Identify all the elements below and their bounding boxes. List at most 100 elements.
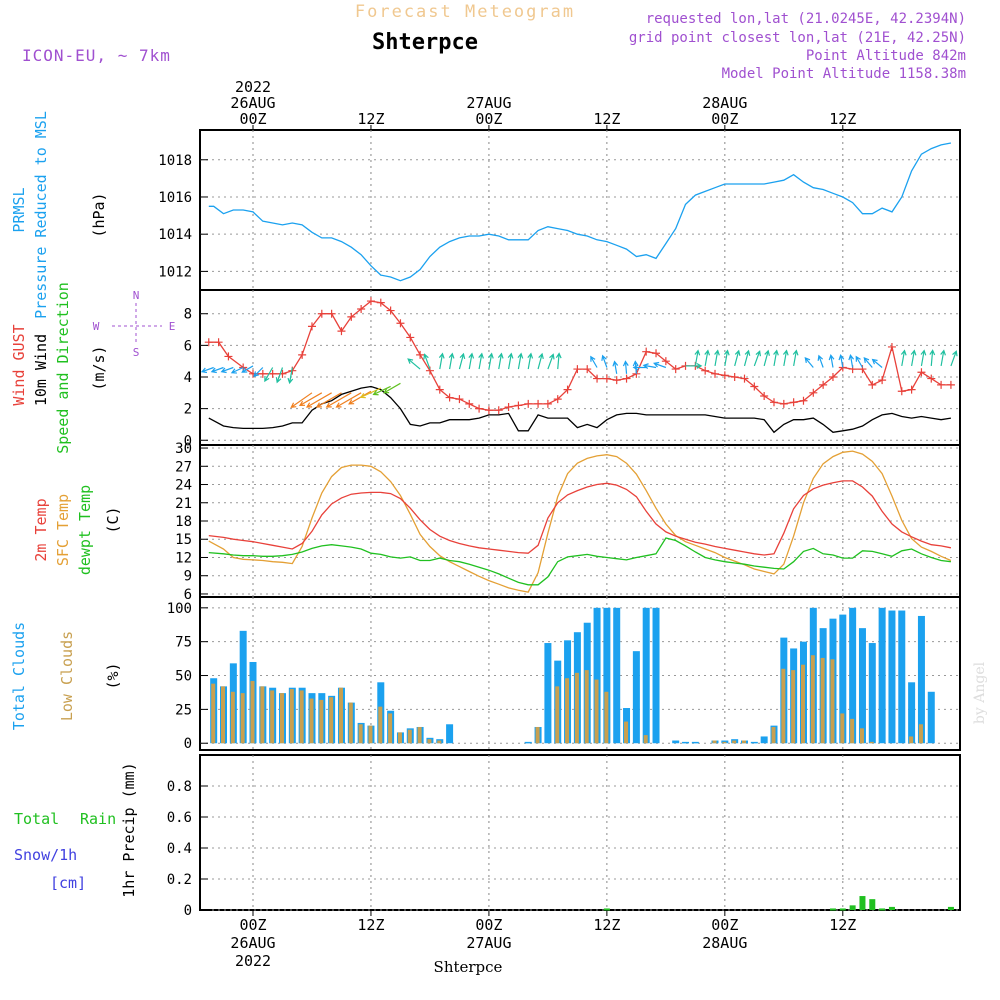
low-cloud-bar	[378, 706, 383, 744]
wind-direction-arrow	[828, 354, 835, 368]
wind-direction-arrow	[763, 349, 770, 367]
low-cloud-bar	[358, 724, 363, 744]
wind-gust-marker	[819, 380, 828, 389]
total-clouds-label: Total Clouds	[10, 622, 28, 730]
wind-direction-arrow	[407, 358, 421, 370]
wind-direction-arrow	[315, 392, 342, 408]
rain-bar	[849, 905, 856, 910]
wind-gust-marker	[475, 404, 484, 413]
wind-gust-marker	[937, 380, 946, 389]
compass-s: S	[133, 346, 140, 359]
rain-bar	[947, 906, 954, 910]
wind-direction-arrow	[383, 382, 401, 394]
low-cloud-bar	[830, 659, 835, 744]
y-tick-label: 15	[175, 532, 192, 548]
y-tick-label: 0	[184, 433, 192, 449]
low-cloud-bar	[565, 678, 570, 744]
x-tick-label: 27AUG	[466, 934, 511, 952]
wind-unit: (m/s)	[90, 345, 108, 390]
wind-direction-arrow	[359, 387, 382, 399]
total-cloud-bar	[446, 724, 454, 744]
wind-direction-arrow	[704, 349, 711, 367]
y-tick-label: 0.4	[167, 841, 192, 857]
cloud-panel-labels: Total Clouds Low Clouds (%)	[10, 622, 122, 730]
wind-direction-arrow	[929, 349, 936, 366]
x-tick-label: 27AUG	[466, 94, 511, 112]
wind-direction-arrow	[438, 352, 445, 370]
wind-gust-marker	[661, 357, 670, 366]
footer-location: Shterpce	[434, 958, 503, 976]
x-tick-label: 26AUG	[230, 934, 275, 952]
y-tick-label: 1018	[158, 153, 192, 169]
10m-wind-label: 10m Wind	[32, 334, 50, 406]
pressure-panel-labels: PRMSL Pressure Reduced to MSL (hPa)	[10, 111, 108, 319]
meteogram-title: Forecast Meteogram	[355, 2, 575, 22]
compass-n: N	[133, 289, 140, 302]
wind-direction-arrow	[517, 352, 524, 370]
wind-direction-arrow	[241, 365, 254, 373]
total-cloud-bar	[524, 741, 532, 744]
wind-direction-arrow	[555, 352, 562, 370]
total-cloud-bar	[544, 643, 552, 744]
wind-gust-marker	[543, 399, 552, 408]
y-tick-label: 6	[184, 587, 192, 603]
y-tick-label: 0	[184, 736, 192, 752]
total-label: Total	[14, 810, 59, 828]
y-tick-label: 0.6	[167, 810, 192, 826]
wind-gust-marker	[720, 371, 729, 380]
wind-gust-marker	[524, 399, 533, 408]
y-tick-label: 75	[175, 635, 192, 651]
wind-gust-marker	[858, 365, 867, 374]
wind-direction-arrow	[264, 367, 274, 383]
total-cloud-bar	[613, 607, 621, 744]
wind-gust-marker	[268, 369, 277, 378]
low-cloud-bar	[624, 721, 629, 744]
wind-gust-marker	[711, 369, 720, 378]
wind-direction-arrow	[920, 349, 927, 367]
x-tick-label: 28AUG	[702, 934, 747, 952]
wind-gust-label: Wind GUST	[10, 324, 28, 405]
y-tick-label: 24	[175, 478, 192, 494]
wind-direction-arrow	[863, 357, 873, 368]
low-cloud-bar	[869, 741, 874, 744]
x-tick-label: 12Z	[593, 916, 620, 934]
wind-direction-arrow	[622, 360, 629, 374]
wind-gust-marker	[779, 399, 788, 408]
wind-direction-arrow	[734, 349, 741, 367]
wind-gust-marker	[652, 349, 661, 358]
grid-lines	[200, 125, 960, 916]
sfc-temp-label: SFC Temp	[54, 494, 72, 566]
wind-gust-marker	[435, 385, 444, 394]
compass-e: E	[169, 320, 176, 333]
data-series	[200, 142, 958, 911]
cm-label: [cm]	[50, 874, 86, 892]
total-cloud-bar	[908, 682, 916, 744]
total-cloud-bar	[888, 610, 896, 744]
wind-direction-arrow	[275, 367, 284, 384]
low-cloud-bar	[329, 697, 334, 744]
low-cloud-bar	[250, 680, 255, 744]
wind-direction-arrow	[507, 352, 514, 370]
y-tick-label: 25	[175, 702, 192, 718]
rain-bar	[603, 908, 610, 911]
location-title: Shterpce	[372, 30, 478, 55]
wind-gust-marker	[809, 388, 818, 397]
wind-gust-marker	[602, 374, 611, 383]
wind-gust-marker	[946, 380, 955, 389]
wind-gust-marker	[258, 369, 267, 378]
precip-panel-labels: Total Rain Snow/1h [cm] 1hr Precip (mm)	[14, 762, 138, 897]
wind-gust-marker	[553, 395, 562, 404]
wind-direction-arrow	[210, 366, 224, 374]
total-cloud-bar	[239, 630, 247, 744]
y-tick-label: 0.8	[167, 779, 192, 795]
low-cloud-bar	[319, 699, 324, 744]
wind-direction-arrow	[458, 352, 466, 370]
y-tick-label: 2	[184, 402, 192, 418]
wind-direction-arrow	[612, 360, 619, 374]
low-cloud-bar	[417, 726, 422, 744]
total-cloud-bar	[603, 607, 611, 744]
low-cloud-bar	[594, 679, 599, 744]
wind-direction-arrow	[527, 352, 534, 370]
low-cloud-bar	[309, 698, 314, 744]
